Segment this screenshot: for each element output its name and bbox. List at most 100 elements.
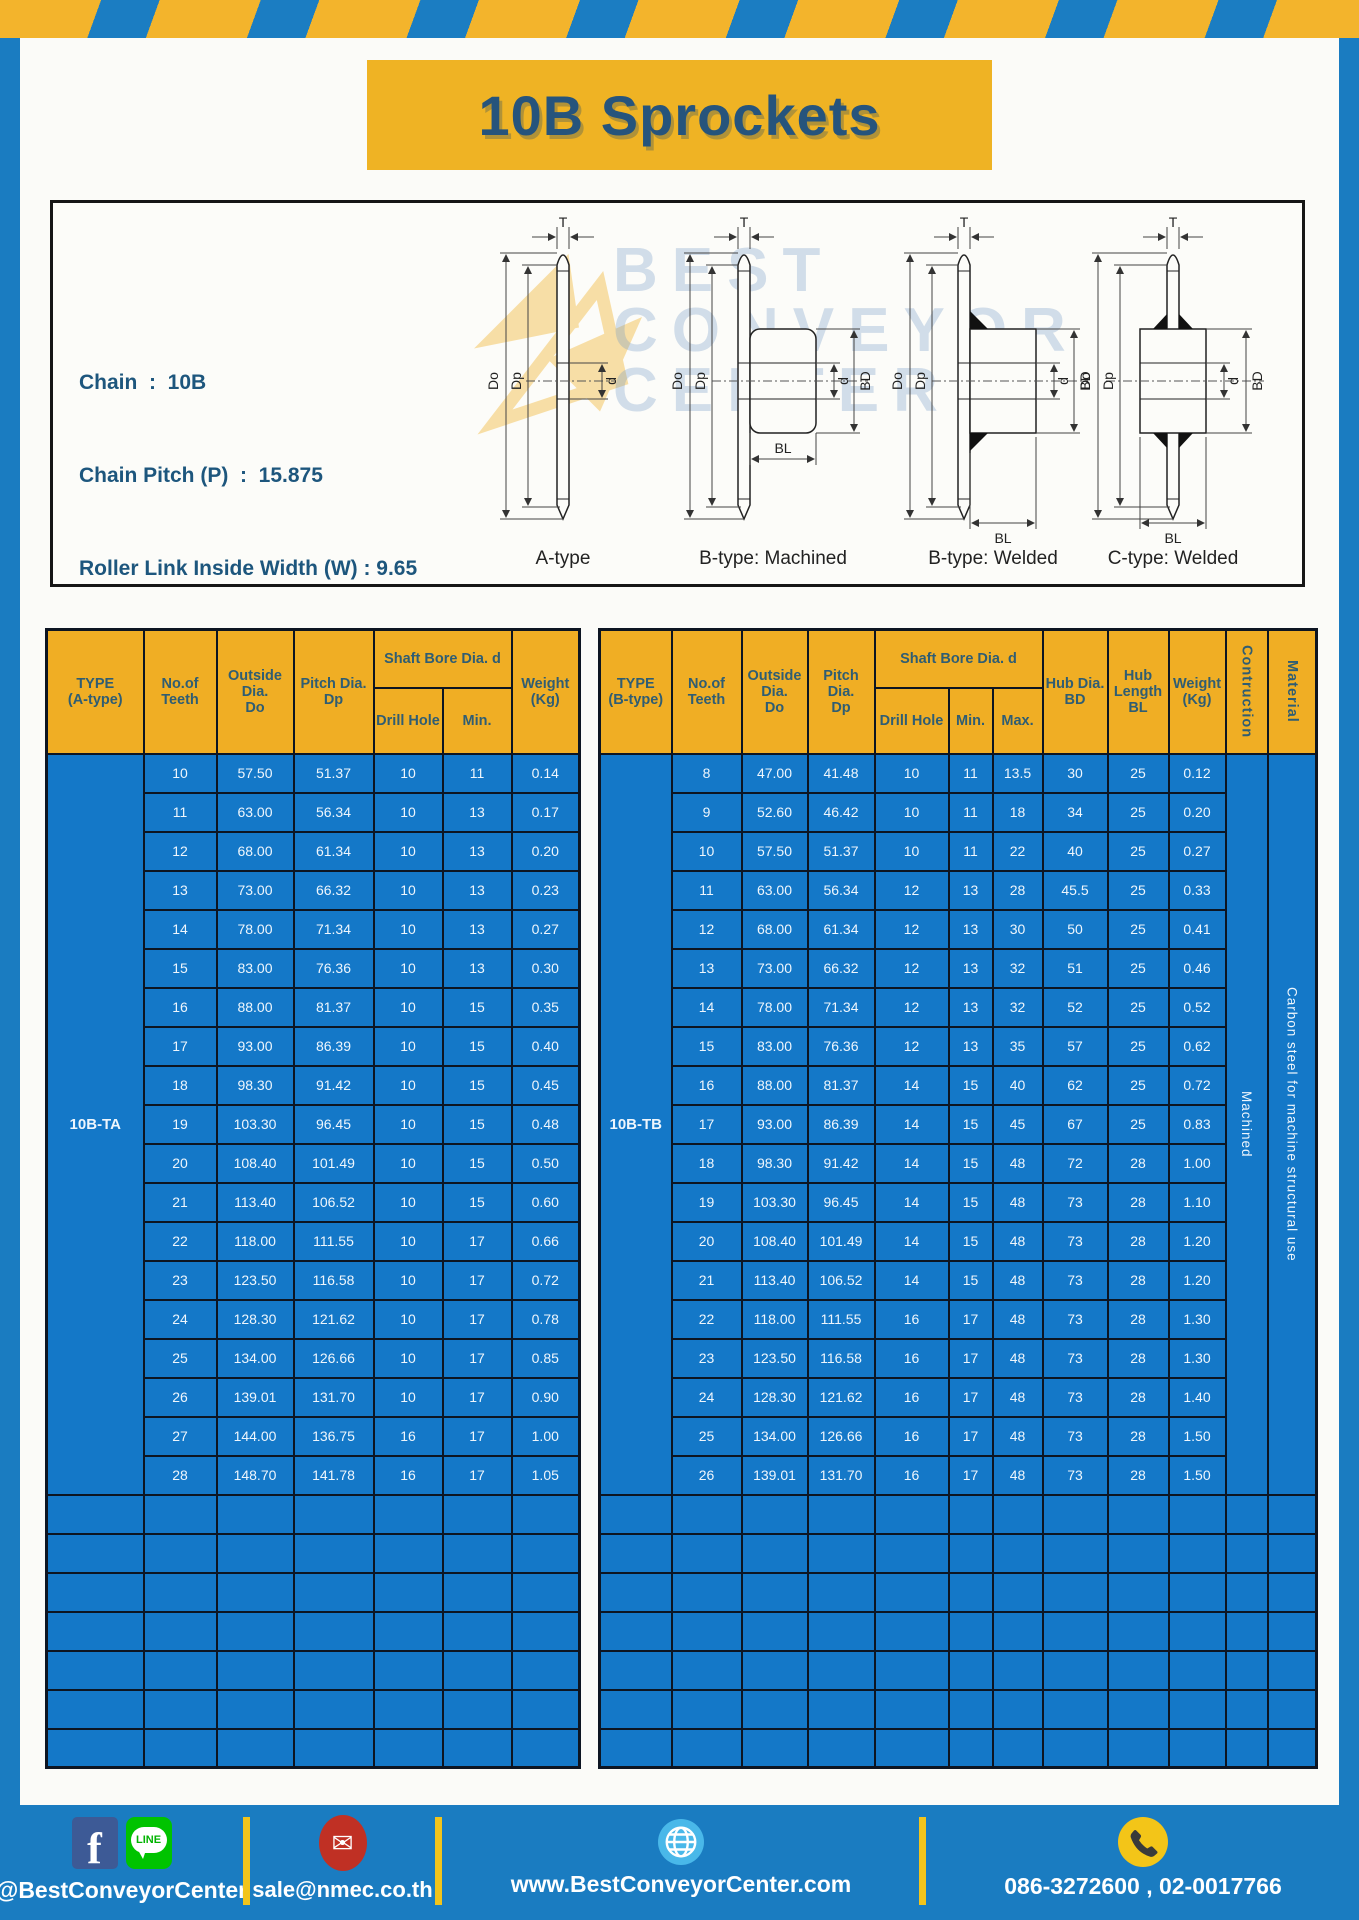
empty-cell bbox=[215, 1610, 295, 1652]
table-cell: 13 bbox=[441, 791, 513, 833]
empty-cell bbox=[292, 1610, 375, 1652]
table-cell: 14 bbox=[873, 1181, 950, 1223]
table-cell: 12 bbox=[873, 986, 950, 1028]
table-row: 17 93.00 86.39 14 15 45 67 25 0.83 bbox=[600, 1103, 1317, 1145]
table-cell: 14 bbox=[142, 908, 218, 950]
c-type-welded-diagram: T Do Dp d BD BL bbox=[1077, 214, 1265, 546]
empty-cell bbox=[45, 1532, 145, 1574]
empty-cell bbox=[441, 1688, 513, 1730]
table-cell: 116.58 bbox=[292, 1259, 375, 1301]
empty-cell bbox=[670, 1688, 743, 1730]
table-cell: 136.75 bbox=[292, 1415, 375, 1457]
table-cell: 0.20 bbox=[1167, 791, 1227, 833]
table-cell: 25 bbox=[1106, 1064, 1170, 1106]
table-cell: 0.27 bbox=[510, 908, 581, 950]
table-cell: 41.48 bbox=[806, 752, 876, 794]
table-cell: 67 bbox=[1041, 1103, 1109, 1145]
table-cell: 17 bbox=[441, 1454, 513, 1496]
table-cell: 10 bbox=[372, 1142, 444, 1184]
empty-cell bbox=[670, 1649, 743, 1691]
table-cell: 15 bbox=[670, 1025, 743, 1067]
table-cell: 134.00 bbox=[215, 1337, 295, 1379]
table-cell: 12 bbox=[670, 908, 743, 950]
table-row: 9 52.60 46.42 10 11 18 34 25 0.20 bbox=[600, 791, 1317, 833]
empty-cell bbox=[1106, 1571, 1170, 1613]
table-cell: 12 bbox=[873, 869, 950, 911]
empty-cell bbox=[45, 1727, 145, 1769]
table-cell: 1.00 bbox=[510, 1415, 581, 1457]
spec-line: Roller Link Inside Width (W) : 9.65 bbox=[79, 557, 418, 580]
table-cell: 25 bbox=[1106, 869, 1170, 911]
header-cell: No.of Teeth bbox=[670, 628, 743, 755]
table-cell: 98.30 bbox=[215, 1064, 295, 1106]
table-cell: 48 bbox=[991, 1454, 1044, 1496]
table-cell: 73 bbox=[1041, 1415, 1109, 1457]
table-cell: 51 bbox=[1041, 947, 1109, 989]
table-cell: 17 bbox=[670, 1103, 743, 1145]
empty-cell bbox=[292, 1727, 375, 1769]
empty-cell bbox=[292, 1649, 375, 1691]
table-cell: 10 bbox=[670, 830, 743, 872]
empty-cell bbox=[1266, 1493, 1318, 1535]
table-row: 25 134.00 126.66 16 17 48 73 28 1.50 bbox=[600, 1415, 1317, 1457]
table-cell: 10 bbox=[372, 830, 444, 872]
phone-numbers: 086-3272600 , 02-0017766 bbox=[1004, 1873, 1282, 1899]
empty-cell bbox=[292, 1493, 375, 1535]
table-cell: 73 bbox=[1041, 1298, 1109, 1340]
empty-cell bbox=[45, 1688, 145, 1730]
empty-cell bbox=[806, 1571, 876, 1613]
table-cell: 10 bbox=[372, 791, 444, 833]
table-cell: 11 bbox=[947, 752, 994, 794]
empty-cell bbox=[873, 1610, 950, 1652]
table-cell: 73 bbox=[1041, 1181, 1109, 1223]
table-cell: 128.30 bbox=[215, 1298, 295, 1340]
a-type-diagram: T Do Dp d bbox=[485, 214, 619, 521]
table-row: 10 57.50 51.37 10 11 22 40 25 0.27 bbox=[600, 830, 1317, 872]
table-cell: 17 bbox=[947, 1337, 994, 1379]
table-cell: 71.34 bbox=[806, 986, 876, 1028]
table-cell: 16 bbox=[142, 986, 218, 1028]
table-cell: 52 bbox=[1041, 986, 1109, 1028]
table-cell: 63.00 bbox=[740, 869, 809, 911]
empty-cell bbox=[142, 1649, 218, 1691]
globe-icon bbox=[658, 1819, 704, 1865]
empty-row bbox=[598, 1610, 1318, 1652]
diagram-box: BEST CONVEYOR CENTER Chain : 10B Chain P… bbox=[50, 200, 1305, 766]
table-cell: 63.00 bbox=[215, 791, 295, 833]
empty-cell bbox=[1224, 1727, 1269, 1769]
empty-cell bbox=[215, 1532, 295, 1574]
table-row: 25 134.00 126.66 10 17 0.85 bbox=[47, 1337, 581, 1379]
table-cell: 139.01 bbox=[740, 1454, 809, 1496]
table-cell: 26 bbox=[142, 1376, 218, 1418]
table-cell: 73 bbox=[1041, 1259, 1109, 1301]
table-cell: 16 bbox=[670, 1064, 743, 1106]
table-row: 12 68.00 61.34 10 13 0.20 bbox=[47, 830, 581, 872]
table-cell: 13 bbox=[947, 908, 994, 950]
footer-email-section: ✉ sale@nmec.co.th bbox=[250, 1805, 435, 1920]
table-cell: 22 bbox=[991, 830, 1044, 872]
table-cell: 25 bbox=[142, 1337, 218, 1379]
dim-label-do: Do bbox=[669, 372, 685, 390]
table-row: 21 113.40 106.52 14 15 48 73 28 1.20 bbox=[600, 1259, 1317, 1301]
table-cell: 0.17 bbox=[510, 791, 581, 833]
empty-cell bbox=[670, 1610, 743, 1652]
empty-cell bbox=[873, 1532, 950, 1574]
table-cell: 101.49 bbox=[806, 1220, 876, 1262]
empty-cell bbox=[510, 1610, 581, 1652]
empty-cell bbox=[1266, 1532, 1318, 1574]
empty-cell bbox=[45, 1571, 145, 1613]
empty-cell bbox=[991, 1610, 1044, 1652]
dim-label-do: Do bbox=[485, 372, 501, 390]
table-cell: 113.40 bbox=[740, 1259, 809, 1301]
table-cell: 21 bbox=[670, 1259, 743, 1301]
empty-cell bbox=[873, 1571, 950, 1613]
table-cell: 56.34 bbox=[806, 869, 876, 911]
empty-cell bbox=[1041, 1688, 1109, 1730]
table-cell: 16 bbox=[873, 1415, 950, 1457]
table-row: 11 63.00 56.34 12 13 28 45.5 25 0.33 bbox=[600, 869, 1317, 911]
empty-row bbox=[45, 1610, 581, 1652]
empty-cell bbox=[740, 1532, 809, 1574]
table-cell: 72 bbox=[1041, 1142, 1109, 1184]
table-cell: 12 bbox=[873, 1025, 950, 1067]
header-cell: Drill Hole bbox=[372, 686, 444, 755]
